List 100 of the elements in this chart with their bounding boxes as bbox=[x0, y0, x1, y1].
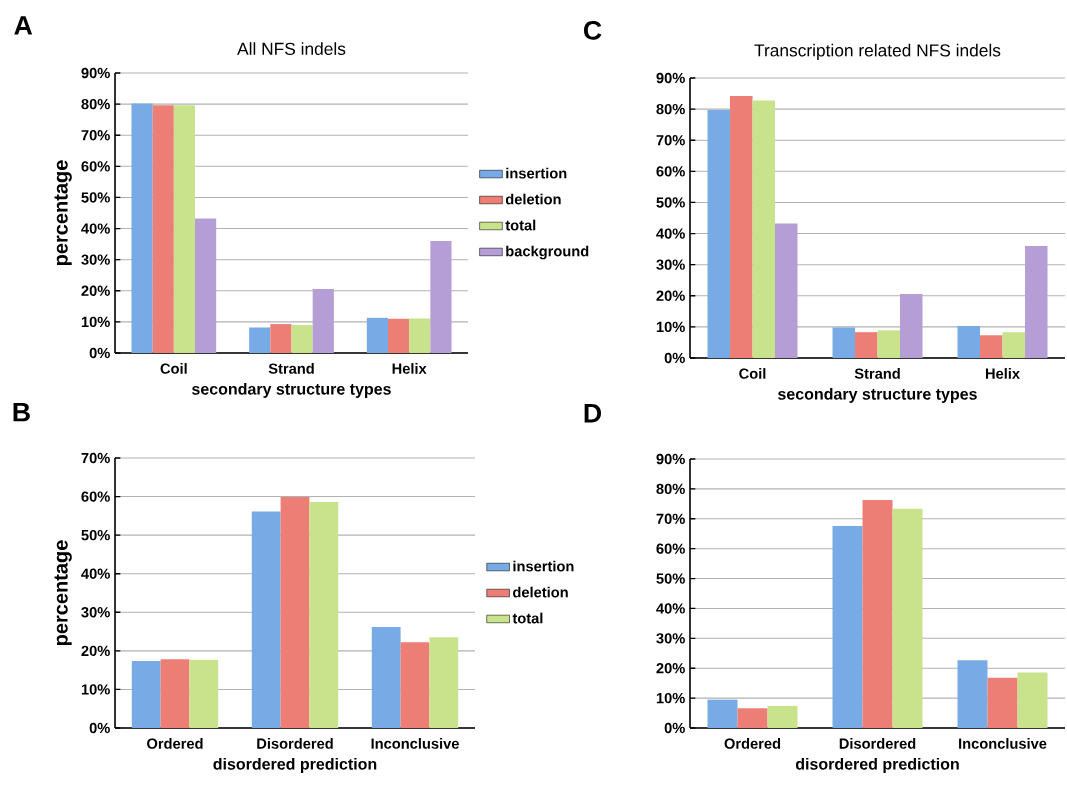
bar bbox=[189, 659, 219, 728]
x-tick-label: Helix bbox=[985, 368, 1020, 379]
x-axis-title: disordered prediction bbox=[795, 757, 959, 773]
text: D bbox=[584, 404, 602, 423]
y-tick-label: 80% bbox=[656, 483, 685, 495]
x-tick-label: Strand bbox=[854, 368, 900, 379]
y-tick-label: 40% bbox=[656, 228, 685, 239]
bar bbox=[371, 626, 401, 728]
x-tick-label: Ordered bbox=[724, 738, 781, 749]
y-tick-label: 20% bbox=[81, 645, 110, 657]
y-tick-label: 40% bbox=[81, 223, 110, 234]
bar bbox=[249, 327, 271, 353]
bar bbox=[251, 511, 281, 728]
chart-title: Transcription related NFS indels bbox=[754, 43, 1001, 60]
bar bbox=[1025, 246, 1048, 358]
y-tick-label: 10% bbox=[81, 684, 110, 695]
x-tick-label: Ordered bbox=[147, 738, 203, 749]
y-tick-label: 90% bbox=[81, 67, 110, 79]
bar bbox=[900, 293, 923, 358]
y-tick-label: 20% bbox=[656, 663, 685, 674]
bar bbox=[752, 100, 776, 358]
bar bbox=[707, 110, 731, 358]
bar bbox=[730, 96, 753, 358]
bar bbox=[957, 325, 981, 358]
legend-label: deletion bbox=[505, 193, 561, 205]
y-tick-label: 70% bbox=[81, 452, 110, 464]
bar bbox=[409, 318, 431, 353]
y-tick-label: 40% bbox=[81, 568, 110, 579]
bar bbox=[195, 218, 217, 353]
bar bbox=[400, 642, 430, 728]
legend-label: deletion bbox=[513, 586, 568, 598]
bar bbox=[707, 699, 738, 728]
legend-label: insertion bbox=[513, 560, 574, 572]
bar bbox=[775, 223, 798, 358]
y-tick-label: 30% bbox=[656, 259, 685, 270]
legend-label: insertion bbox=[506, 167, 567, 179]
bar bbox=[1002, 332, 1026, 358]
y-axis-title: percentage bbox=[54, 160, 72, 266]
y-tick-label: 30% bbox=[81, 254, 110, 265]
y-tick-label: 10% bbox=[81, 316, 110, 328]
bar bbox=[832, 525, 863, 728]
text: C bbox=[583, 20, 602, 40]
bar bbox=[173, 105, 196, 353]
y-tick-label: 10% bbox=[656, 321, 685, 333]
y-tick-label: 10% bbox=[656, 692, 685, 704]
x-tick-label: Coil bbox=[739, 368, 766, 379]
bar bbox=[980, 335, 1003, 358]
y-tick-label: 0% bbox=[664, 722, 685, 734]
x-tick-label: Coil bbox=[160, 363, 187, 374]
y-tick-label: 90% bbox=[656, 72, 685, 84]
bar bbox=[280, 496, 310, 728]
bar bbox=[957, 660, 988, 728]
y-tick-label: 50% bbox=[656, 197, 685, 208]
bar bbox=[160, 659, 190, 728]
y-tick-label: 20% bbox=[81, 285, 110, 296]
bar bbox=[737, 708, 768, 728]
y-tick-label: 80% bbox=[81, 98, 110, 110]
bar bbox=[152, 105, 174, 353]
bar bbox=[270, 324, 292, 353]
bar bbox=[429, 637, 459, 728]
y-axis-title: percentage bbox=[54, 540, 72, 646]
y-tick-label: 60% bbox=[656, 166, 685, 177]
legend-label: total bbox=[505, 219, 536, 231]
legend-label: background bbox=[506, 245, 589, 260]
bar bbox=[312, 288, 334, 353]
x-tick-label: Inconclusive bbox=[959, 738, 1047, 749]
bar bbox=[892, 508, 923, 728]
y-tick-label: 80% bbox=[656, 103, 685, 115]
y-tick-label: 60% bbox=[81, 161, 110, 172]
bar bbox=[291, 325, 313, 353]
x-tick-label: Helix bbox=[392, 363, 427, 374]
y-tick-label: 50% bbox=[81, 192, 110, 203]
x-axis-title: disordered prediction bbox=[213, 757, 377, 773]
y-tick-label: 0% bbox=[89, 347, 110, 359]
y-tick-label: 0% bbox=[664, 352, 685, 364]
y-tick-label: 50% bbox=[81, 529, 110, 541]
bar bbox=[767, 705, 798, 728]
y-tick-label: 60% bbox=[81, 491, 110, 502]
x-axis-title: secondary structure types bbox=[778, 387, 977, 403]
y-tick-label: 60% bbox=[656, 543, 685, 554]
bar bbox=[1017, 672, 1048, 728]
y-tick-label: 70% bbox=[656, 135, 685, 146]
bar bbox=[131, 660, 161, 728]
y-tick-label: 70% bbox=[656, 513, 685, 524]
legend-label: total bbox=[512, 612, 543, 624]
bar bbox=[832, 327, 856, 358]
y-tick-label: 0% bbox=[89, 722, 110, 734]
bar bbox=[131, 103, 153, 353]
bar bbox=[987, 677, 1018, 728]
y-tick-label: 90% bbox=[656, 453, 685, 465]
bar bbox=[855, 332, 878, 358]
bar bbox=[387, 318, 410, 353]
y-tick-label: 40% bbox=[656, 603, 685, 614]
x-tick-label: Disordered bbox=[839, 738, 916, 749]
y-tick-label: 50% bbox=[656, 573, 685, 584]
bar bbox=[877, 330, 901, 358]
text: A bbox=[14, 16, 33, 35]
x-tick-label: Inconclusive bbox=[371, 738, 459, 749]
x-axis-title: secondary structure types bbox=[192, 382, 391, 398]
y-tick-label: 30% bbox=[81, 607, 110, 618]
